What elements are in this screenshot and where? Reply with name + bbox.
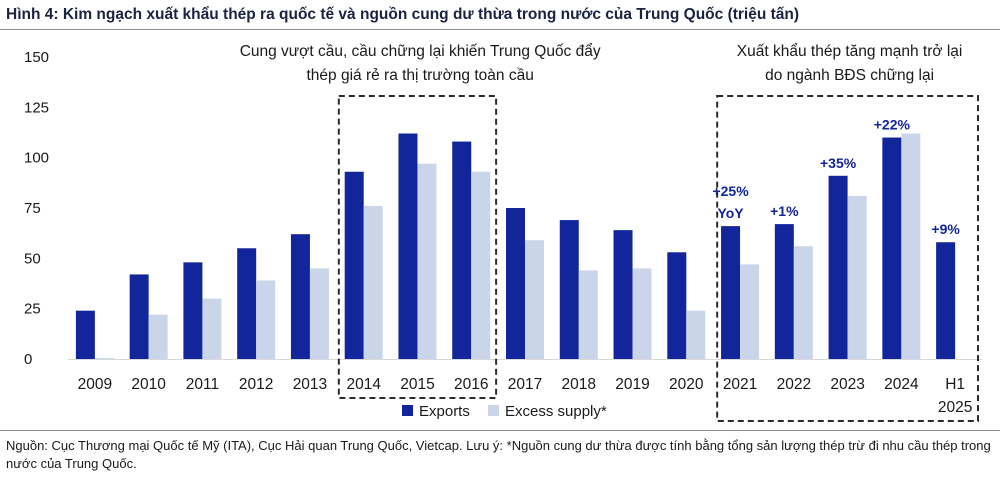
bar-exports-2016: [452, 141, 472, 359]
x-tick-label: 2024: [884, 376, 919, 393]
legend-swatch-excess: [488, 405, 499, 416]
bar-exports-2015: [398, 133, 418, 359]
top-rule: [0, 29, 1000, 30]
bar-exports-2010: [129, 274, 149, 359]
bar-excess-2021: [740, 264, 760, 359]
highlight-caption-line: do ngành BĐS chững lại: [765, 67, 934, 84]
growth-annotation: YoY: [717, 205, 744, 221]
bar-exports-2023: [828, 175, 848, 359]
bar-excess-2019: [632, 268, 652, 359]
x-tick-label: 2009: [78, 376, 112, 393]
y-tick-label: 150: [24, 49, 49, 66]
x-tick-label: 2023: [830, 376, 864, 393]
source-note: Nguồn: Cục Thương mại Quốc tế Mỹ (ITA), …: [6, 438, 991, 471]
bar-excess-2016: [471, 171, 491, 359]
x-tick-label: 2018: [562, 376, 596, 393]
bar-excess-2022: [793, 246, 813, 359]
legend-swatch-exports: [402, 405, 413, 416]
y-tick-label: 100: [24, 150, 49, 167]
x-tick-label: 2019: [615, 376, 649, 393]
bar-exports-2012: [237, 248, 257, 359]
bar-excess-2023: [847, 195, 867, 359]
bar-exports-2022: [774, 224, 794, 359]
bar-exports-2018: [559, 220, 579, 359]
bar-excess-2011: [202, 298, 222, 359]
y-tick-label: 25: [24, 301, 41, 318]
y-tick-label: 50: [24, 250, 41, 267]
y-tick-label: 0: [24, 351, 32, 368]
bar-exports-2013: [290, 234, 310, 359]
x-tick-label: 2025: [938, 399, 972, 416]
bottom-rule: [0, 430, 1000, 431]
bar-exports-2014: [344, 171, 364, 359]
x-tick-label: 2021: [723, 376, 757, 393]
bar-chart: 0 25 50 75 100 125 150 Cung vượt cầu, cầu chững…: [24, 43, 982, 422]
bar-exports-2024: [882, 137, 902, 359]
growth-annotation: +1%: [770, 203, 799, 219]
x-tick-label: 2014: [346, 376, 381, 393]
bar-exports-2011: [183, 262, 203, 359]
x-tick-label: 2017: [508, 376, 542, 393]
bar-excess-2024: [901, 133, 921, 359]
legend-label-excess: Excess supply*: [505, 403, 607, 420]
bar-excess-2009: [94, 357, 114, 359]
x-tick-label: 2022: [777, 376, 811, 393]
highlight-box-2: [716, 95, 979, 422]
bar-exports-h1-2025: [936, 242, 956, 359]
highlight-caption-line: Cung vượt cầu, cầu chững lại khiến Trung…: [240, 43, 601, 60]
chart-title: Hình 4: Kim ngạch xuất khẩu thép ra quốc…: [6, 6, 800, 23]
x-tick-label: 2013: [293, 376, 327, 393]
bar-excess-2012: [256, 280, 276, 359]
bar-excess-2018: [578, 270, 598, 359]
highlight-caption-line: thép giá rẻ ra thị trường toàn cầu: [306, 67, 533, 84]
highlight-caption-line: Xuất khẩu thép tăng mạnh trở lại: [737, 43, 963, 60]
bar-exports-2019: [613, 230, 633, 359]
bar-exports-2020: [667, 252, 687, 359]
x-tick-label: 2010: [131, 376, 166, 393]
growth-annotation: +35%: [820, 155, 857, 171]
bar-excess-2010: [148, 314, 168, 359]
bar-excess-2013: [309, 268, 329, 359]
growth-annotation: +25%: [712, 183, 749, 199]
x-tick-label: 2016: [454, 376, 488, 393]
bar-excess-2020: [686, 310, 706, 359]
x-tick-label: H1: [945, 376, 965, 393]
bar-excess-2017: [525, 240, 544, 359]
growth-annotation: +9%: [931, 221, 960, 237]
x-tick-label: 2020: [669, 376, 704, 393]
bar-excess-2015: [417, 163, 437, 359]
x-tick-label: 2011: [186, 376, 219, 393]
legend-label-exports: Exports: [419, 403, 470, 420]
bar-exports-2009: [75, 310, 95, 359]
bar-exports-2021: [721, 226, 741, 359]
x-tick-label: 2012: [239, 376, 273, 393]
bar-exports-2017: [506, 208, 525, 359]
x-tick-label: 2015: [400, 376, 434, 393]
growth-annotation: +22%: [874, 117, 911, 133]
y-tick-label: 125: [24, 99, 49, 116]
y-tick-label: 75: [24, 200, 41, 217]
bar-excess-2014: [363, 205, 383, 359]
